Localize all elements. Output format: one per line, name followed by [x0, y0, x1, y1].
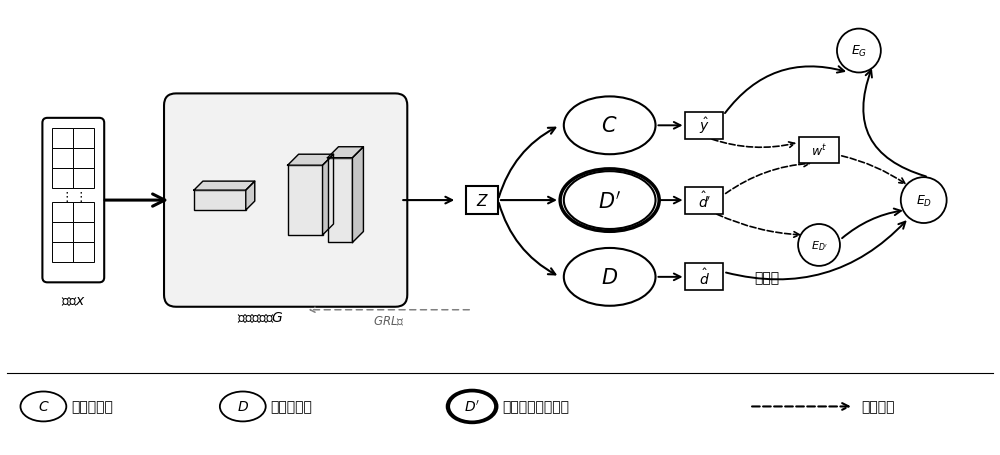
Ellipse shape — [564, 248, 656, 306]
Text: ⋮: ⋮ — [74, 190, 87, 203]
Text: $D$: $D$ — [601, 267, 618, 287]
Text: $D$: $D$ — [237, 399, 249, 414]
Text: $\hat{d}$: $\hat{d}$ — [699, 267, 710, 288]
Bar — [799, 138, 839, 164]
Bar — [73, 169, 94, 189]
Text: $C$: $C$ — [38, 399, 49, 414]
Bar — [685, 187, 723, 214]
Text: $D'$: $D'$ — [598, 190, 621, 212]
FancyBboxPatch shape — [164, 94, 407, 307]
Circle shape — [901, 178, 947, 223]
Circle shape — [798, 224, 840, 266]
Bar — [52, 202, 73, 222]
Ellipse shape — [564, 97, 656, 155]
Polygon shape — [323, 155, 334, 235]
Text: $D'$: $D'$ — [464, 399, 480, 414]
Bar — [466, 187, 498, 215]
Ellipse shape — [220, 392, 266, 421]
Bar — [73, 243, 94, 263]
Bar — [52, 169, 73, 189]
Polygon shape — [194, 182, 255, 191]
Text: 样本$x$: 样本$x$ — [61, 293, 86, 308]
Bar — [52, 243, 73, 263]
Text: $\hat{y}$: $\hat{y}$ — [699, 116, 710, 136]
Circle shape — [837, 30, 881, 73]
Text: $C$: $C$ — [601, 116, 618, 136]
Text: $Z$: $Z$ — [476, 192, 489, 209]
Bar — [73, 202, 94, 222]
Ellipse shape — [20, 392, 66, 421]
Bar — [73, 128, 94, 148]
Text: 域对抗: 域对抗 — [754, 270, 779, 284]
Text: $E_G$: $E_G$ — [851, 44, 867, 59]
Ellipse shape — [447, 390, 497, 423]
Ellipse shape — [564, 172, 656, 229]
Bar — [52, 222, 73, 243]
Text: 特征提取器$G$: 特征提取器$G$ — [237, 310, 284, 325]
Polygon shape — [328, 147, 363, 158]
Bar — [52, 128, 73, 148]
Text: $E_{D'}$: $E_{D'}$ — [811, 238, 828, 252]
Text: $w^t$: $w^t$ — [811, 143, 827, 159]
Polygon shape — [246, 182, 255, 211]
Text: $GRL$层: $GRL$层 — [373, 314, 405, 327]
Text: $\hat{d}'$: $\hat{d}'$ — [698, 191, 711, 211]
Bar — [685, 112, 723, 140]
Polygon shape — [352, 147, 363, 243]
Text: 标签分类器: 标签分类器 — [71, 399, 113, 414]
Bar — [73, 222, 94, 243]
Text: 领域判别器: 领域判别器 — [271, 399, 313, 414]
Ellipse shape — [560, 169, 659, 232]
Text: 非对抗领域判别器: 非对抗领域判别器 — [502, 399, 569, 414]
Bar — [288, 166, 323, 235]
Bar — [685, 264, 723, 291]
Bar — [328, 158, 352, 243]
Text: $E_D$: $E_D$ — [916, 193, 932, 208]
Text: ⋮: ⋮ — [60, 190, 73, 203]
Text: 加权机制: 加权机制 — [861, 399, 894, 414]
FancyBboxPatch shape — [42, 119, 104, 283]
Polygon shape — [288, 155, 334, 166]
Bar — [194, 191, 246, 211]
Bar — [52, 148, 73, 169]
Bar — [73, 148, 94, 169]
Ellipse shape — [449, 392, 495, 421]
